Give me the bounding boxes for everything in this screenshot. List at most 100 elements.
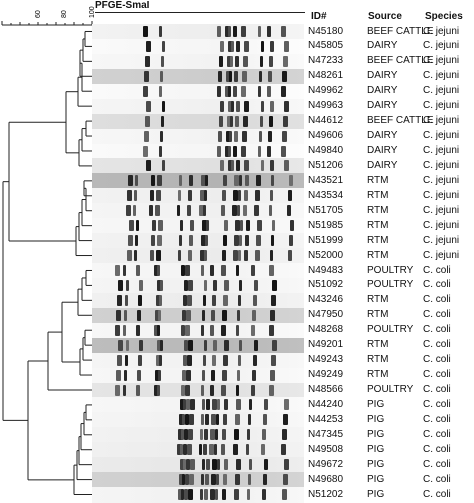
gel-lane: [92, 307, 304, 324]
gel-band: [123, 324, 126, 336]
isolate-id: N47345: [308, 428, 344, 440]
gel-band: [118, 279, 123, 291]
gel-band: [188, 489, 193, 501]
gel-band: [182, 474, 185, 486]
isolate-species: C. coli: [423, 398, 451, 410]
isolate-id: N47950: [308, 309, 344, 321]
gel-band: [222, 369, 227, 381]
gel-band: [204, 190, 207, 202]
gel-band: [178, 489, 183, 501]
gel-band: [235, 474, 240, 486]
gel-band: [233, 250, 238, 262]
gel-band: [184, 489, 188, 501]
gel-band: [287, 205, 291, 217]
gel-band: [245, 235, 249, 247]
gel-band: [255, 190, 260, 202]
gel-band: [222, 429, 226, 441]
gel-band: [261, 100, 264, 112]
gel-band: [225, 85, 230, 97]
gel-band: [236, 399, 241, 411]
gel-band: [254, 279, 258, 291]
gel-band: [270, 250, 273, 262]
gel-band: [283, 474, 288, 486]
gel-band: [181, 429, 184, 441]
gel-band: [231, 40, 234, 52]
gel-band: [251, 324, 255, 336]
gel-band: [136, 265, 140, 276]
gel-band: [179, 474, 184, 486]
gel-band: [239, 279, 242, 291]
isolate-id: N48261: [308, 70, 344, 82]
isolate-source: BEEF CATTLE: [367, 25, 434, 37]
gel-band: [219, 115, 223, 127]
gel-band: [217, 85, 221, 97]
gel-band: [154, 324, 159, 336]
gel-band: [212, 399, 217, 411]
gel-band: [118, 339, 123, 351]
gel-band: [232, 205, 237, 217]
isolate-source: RTM: [367, 369, 389, 381]
isolate-id: N52000: [308, 249, 344, 261]
gel-band: [223, 235, 227, 247]
gel-band: [151, 235, 155, 247]
gel-band: [223, 414, 227, 426]
gel-band: [203, 294, 206, 306]
gel-band: [184, 279, 188, 291]
isolate-source: RTM: [367, 234, 389, 246]
gel-band: [282, 429, 287, 441]
isolate-source: RTM: [367, 189, 389, 201]
gel-band: [212, 459, 217, 471]
gel-band: [158, 369, 161, 381]
gel-band: [281, 145, 286, 157]
gel-band: [244, 160, 249, 172]
gel-band: [234, 175, 239, 187]
gel-band: [179, 175, 182, 187]
gel-band: [236, 265, 239, 276]
gel-band: [236, 40, 240, 52]
gel-band: [183, 444, 187, 456]
gel-band: [137, 369, 141, 381]
gel-band: [236, 459, 241, 471]
gel-band: [136, 384, 140, 396]
gel-band: [225, 26, 230, 37]
gel-band: [244, 190, 248, 202]
gel-band: [225, 145, 230, 157]
gel-band: [284, 459, 289, 471]
isolate-species: C. coli: [423, 488, 451, 500]
gel-band: [181, 324, 185, 336]
gel-lane: [92, 248, 304, 264]
gel-band: [115, 324, 120, 336]
isolate-species: C. coli: [423, 264, 451, 276]
gel-band: [157, 384, 160, 396]
gel-band: [206, 459, 210, 471]
isolate-id: N48268: [308, 324, 344, 336]
isolate-species: C. jejuni: [423, 219, 460, 231]
gel-band: [269, 205, 272, 217]
gel-band: [134, 250, 137, 262]
gel-band: [179, 235, 182, 247]
gel-band: [145, 55, 150, 67]
gel-band: [234, 70, 238, 82]
gel-band: [240, 220, 243, 232]
gel-band: [224, 459, 228, 471]
gel-lane: [92, 203, 304, 220]
gel-band: [138, 294, 142, 306]
gel-band: [201, 474, 204, 486]
gel-band: [190, 459, 195, 471]
gel-band: [238, 354, 241, 366]
gel-band: [127, 250, 132, 262]
gel-band: [161, 55, 164, 67]
gel-band: [231, 100, 234, 112]
gel-band: [210, 429, 215, 441]
gel-band: [211, 474, 216, 486]
gel-band: [236, 160, 240, 172]
gel-band: [123, 384, 126, 396]
isolate-source: RTM: [367, 339, 389, 351]
gel-band: [222, 309, 227, 321]
gel-band: [160, 339, 163, 351]
isolate-id: N43521: [308, 174, 344, 186]
gel-band: [272, 220, 275, 232]
gel-band: [154, 384, 159, 396]
gel-band: [211, 309, 215, 321]
gel-band: [123, 265, 126, 276]
